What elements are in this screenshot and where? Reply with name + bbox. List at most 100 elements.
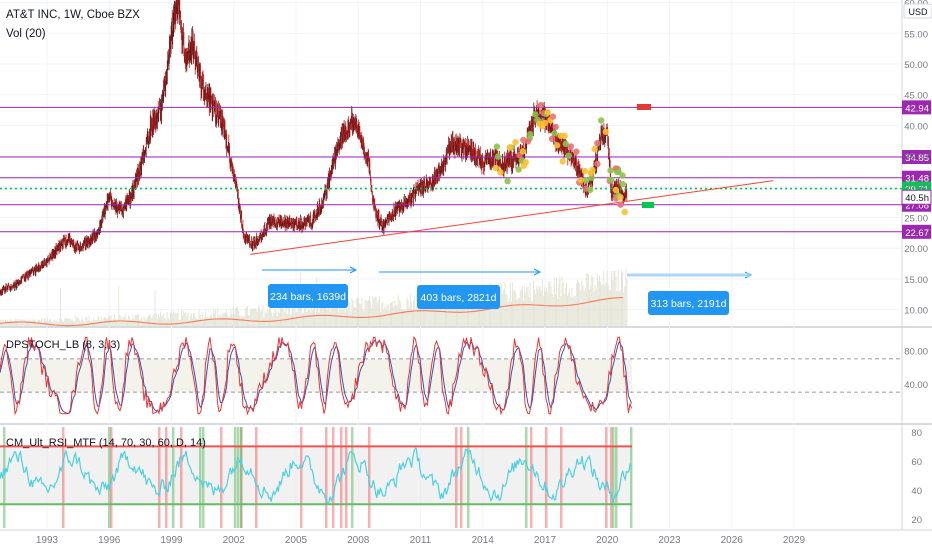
volume-bar — [237, 307, 238, 326]
volume-bar — [303, 313, 304, 326]
volume-bar — [238, 311, 239, 326]
volume-bar — [381, 303, 382, 326]
rsi-overbought-bar — [545, 427, 548, 528]
volume-bar — [506, 295, 507, 327]
volume-bar — [423, 309, 424, 326]
volume-bar — [262, 305, 263, 326]
signal-dot — [619, 172, 625, 178]
volume-bar — [504, 283, 505, 327]
volume-bar — [548, 281, 549, 326]
time-tick-label: 2029 — [783, 535, 806, 546]
volume-bar — [535, 294, 536, 326]
signal-dot — [538, 102, 544, 108]
volume-bar — [509, 299, 510, 326]
volume-bar — [88, 321, 89, 326]
time-tick-label: 2023 — [658, 535, 681, 546]
volume-bar — [148, 316, 149, 326]
volume-bar — [521, 288, 522, 326]
volume-bar — [385, 307, 386, 326]
volume-bar — [165, 318, 166, 326]
volume-bar — [356, 299, 357, 326]
volume-bar — [364, 312, 365, 327]
time-tick-label: 2014 — [472, 535, 495, 546]
volume-bar — [182, 316, 183, 326]
rsi-overbought-bar — [460, 427, 463, 528]
volume-bar — [434, 306, 435, 326]
volume-bar — [330, 311, 331, 326]
volume-bar — [97, 317, 98, 326]
signal-dot — [588, 170, 594, 176]
rsi-overbought-bar — [332, 427, 335, 528]
volume-bar — [517, 300, 518, 326]
volume-bar — [268, 310, 269, 326]
volume-bar — [302, 314, 303, 327]
volume-bar — [312, 311, 313, 327]
volume-bar — [69, 319, 70, 326]
signal-dot — [553, 124, 559, 130]
stoch-tick-label: 40.00 — [904, 380, 928, 391]
measure-label: 234 bars, 1639d — [270, 291, 346, 303]
volume-bar — [602, 284, 603, 326]
volume-bar — [218, 315, 219, 326]
signal-dot — [573, 148, 579, 154]
volume-bar — [143, 321, 144, 326]
volume-bar — [375, 297, 376, 327]
volume-bar — [202, 312, 203, 326]
volume-bar — [298, 307, 299, 327]
signal-dot — [532, 111, 538, 117]
volume-bar — [240, 317, 241, 326]
volume-bar — [257, 312, 258, 326]
volume-bar — [349, 302, 350, 326]
signal-dot — [494, 143, 500, 149]
rsi-oversold-bar — [467, 427, 470, 528]
volume-bar — [295, 313, 296, 326]
volume-bar — [253, 309, 254, 326]
volume-bar — [191, 313, 192, 326]
volume-bar — [113, 319, 114, 326]
volume-bar — [150, 315, 151, 326]
volume-bar — [315, 315, 316, 326]
volume-bar — [589, 289, 590, 326]
volume-bar — [251, 309, 252, 327]
volume-bar — [379, 296, 380, 326]
volume-bar — [260, 312, 261, 326]
volume-bar — [149, 314, 150, 326]
volume-bar — [376, 297, 377, 326]
volume-bar — [210, 316, 211, 326]
sell-marker — [637, 104, 651, 110]
volume-bar — [206, 317, 207, 326]
signal-dot — [550, 113, 556, 119]
volume-bar — [554, 278, 555, 326]
volume-bar — [134, 319, 135, 326]
rsi-overbought-bar — [345, 427, 348, 528]
volume-bar — [585, 288, 586, 326]
volume-bar — [411, 301, 412, 326]
volume-bar — [579, 284, 580, 326]
stoch-pane-title: DPSTOCH_LB (8, 3, 3) — [6, 339, 120, 351]
rsi-oversold-bar — [525, 427, 528, 528]
volume-bar — [101, 316, 102, 326]
volume-bar — [540, 287, 541, 326]
volume-bar — [520, 291, 521, 326]
volume-bar — [151, 318, 152, 326]
rsi-oversold-bar — [612, 427, 615, 528]
volume-bar — [347, 310, 348, 326]
volume-bar — [141, 317, 142, 326]
volume-bar — [432, 307, 433, 326]
volume-bar — [397, 306, 398, 326]
volume-bar — [229, 315, 230, 326]
volume-bar — [310, 312, 311, 327]
volume-bar — [198, 319, 199, 326]
volume-bar — [408, 300, 409, 327]
volume-bar — [282, 308, 283, 326]
volume-bar — [211, 315, 212, 326]
volume-bar — [542, 279, 543, 326]
volume-bar — [558, 284, 559, 326]
time-tick-label: 2020 — [596, 535, 619, 546]
volume-bar — [619, 292, 620, 326]
signal-dot — [620, 181, 626, 187]
volume-bar — [104, 317, 105, 326]
volume-bar — [546, 287, 547, 326]
volume-bar — [209, 319, 210, 326]
